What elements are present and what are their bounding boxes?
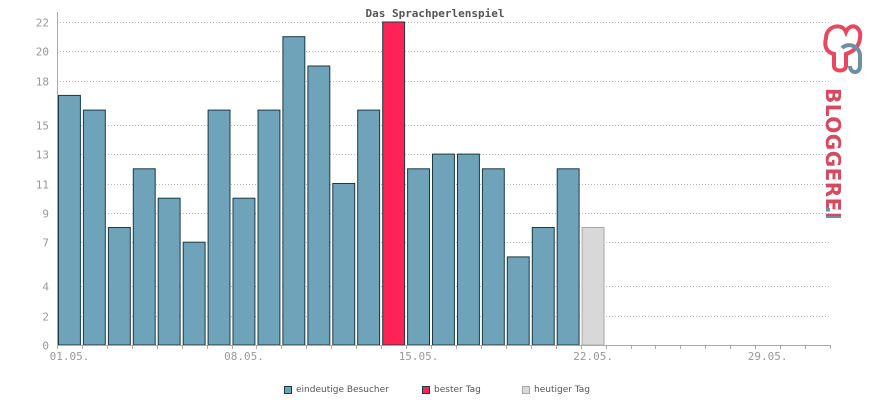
- bar-eindeutige-besucher: [407, 168, 431, 346]
- bar-eindeutige-besucher: [257, 109, 281, 346]
- legend-item-visitors: eindeutige Besucher: [284, 385, 389, 395]
- bloggerei-logo-icon: BLOGGEREI .DE: [821, 24, 863, 245]
- y-tick-label: 13: [36, 149, 49, 162]
- bar-eindeutige-besucher: [82, 109, 106, 346]
- bar-eindeutige-besucher: [481, 168, 505, 346]
- bar-eindeutige-besucher: [157, 197, 181, 346]
- bar-eindeutige-besucher: [332, 183, 356, 346]
- legend-label: bester Tag: [434, 385, 481, 395]
- y-tick-label: 2: [42, 311, 49, 324]
- x-tick-label: 22.05.: [573, 350, 613, 363]
- bar-eindeutige-besucher: [132, 168, 156, 346]
- legend-swatch: [522, 386, 530, 394]
- bar-eindeutige-besucher: [357, 109, 381, 346]
- axis-layer: 0 2 4 7 9 11 13 15 18 20 22 01.05. 08.05. 15.05. 22.05…: [36, 12, 831, 363]
- bar-eindeutige-besucher: [307, 65, 331, 346]
- x-tick-label: 29.05.: [748, 350, 788, 363]
- bar-bester-tag: [382, 21, 406, 346]
- bar-eindeutige-besucher: [531, 227, 555, 346]
- y-tick-label: 20: [36, 46, 49, 59]
- bar-eindeutige-besucher: [182, 241, 206, 346]
- bar-eindeutige-besucher: [58, 94, 81, 346]
- bar-eindeutige-besucher: [457, 153, 480, 346]
- y-tick-label: 7: [42, 237, 49, 250]
- y-tick-label: 9: [42, 208, 49, 221]
- bar-eindeutige-besucher: [107, 227, 131, 346]
- y-tick-label: 4: [42, 281, 49, 294]
- bar-eindeutige-besucher: [556, 168, 580, 346]
- y-tick-label: 11: [36, 179, 49, 192]
- y-tick-label: 18: [36, 76, 49, 89]
- y-tick-label: 15: [36, 120, 49, 133]
- bar-eindeutige-besucher: [207, 109, 231, 346]
- legend-item-best-day: bester Tag: [422, 385, 481, 395]
- logo-text: BLOGGEREI: [821, 88, 845, 218]
- bar-eindeutige-besucher: [232, 197, 256, 346]
- logo-tld: .DE: [821, 206, 845, 218]
- x-tick-label: 15.05.: [399, 350, 439, 363]
- y-tick-label: 0: [42, 340, 49, 353]
- bloggerei-logo[interactable]: BLOGGEREI .DE: [812, 18, 868, 245]
- legend-item-today: heutiger Tag: [522, 385, 590, 395]
- legend-label: heutiger Tag: [534, 385, 591, 395]
- bar-heutiger-tag: [581, 227, 605, 346]
- legend-label: eindeutige Besucher: [296, 385, 389, 395]
- y-tick-label: 22: [36, 17, 49, 30]
- bar-eindeutige-besucher: [432, 153, 455, 346]
- legend-swatch: [284, 386, 292, 394]
- chart-legend: eindeutige Besucher bester Tag heutiger …: [0, 385, 870, 399]
- legend-swatch: [422, 386, 430, 394]
- bars-layer: [58, 21, 605, 346]
- bar-eindeutige-besucher: [506, 256, 530, 346]
- x-tick-label: 01.05.: [50, 350, 90, 363]
- chart-title: Das Sprachperlenspiel: [365, 7, 504, 20]
- x-tick-label: 08.05.: [224, 350, 264, 363]
- bar-eindeutige-besucher: [282, 36, 306, 346]
